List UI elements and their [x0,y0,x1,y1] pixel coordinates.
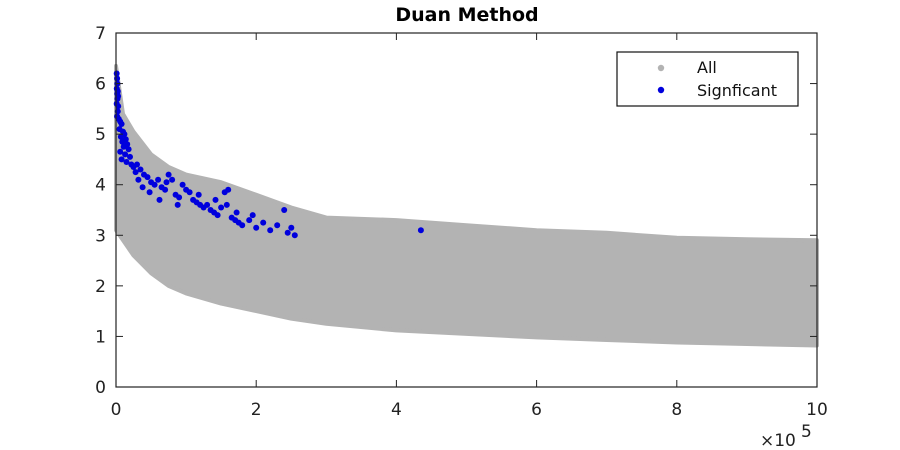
point-signficant [135,176,142,183]
x-tick-label: 10 [806,400,828,420]
y-tick-label: 5 [95,125,106,145]
y-tick-label: 7 [95,24,106,44]
point-signficant [144,174,151,181]
point-signficant [260,219,267,226]
legend: All Signficant [616,51,799,107]
point-signficant [176,194,183,201]
point-signficant [246,217,253,224]
point-signficant [195,191,202,198]
x-tick-label: 8 [671,400,682,420]
plot-area [113,63,819,348]
point-signficant [146,189,153,196]
legend-marker-signficant [657,86,665,94]
legend-box [616,51,799,107]
y-tick-label: 0 [95,378,106,398]
legend-label-all: All [697,58,717,77]
point-signficant [281,207,288,213]
chart-title: Duan Method [395,4,538,26]
point-signficant [223,201,230,208]
x-exponent: ×10 5 [760,422,812,450]
point-signficant [225,186,232,193]
point-signficant [186,189,193,196]
y-tick-label: 4 [95,176,106,196]
point-signficant [274,222,281,229]
point-signficant [137,166,144,173]
point-signficant [118,121,125,127]
point-signficant [132,169,139,176]
legend-label-signficant: Signficant [697,81,777,100]
axis-ticks: 0 2 4 6 8 10 0 1 2 3 4 5 6 7 [95,24,828,420]
point-signficant [162,186,169,193]
point-signficant [155,176,162,183]
point-signficant [253,224,260,231]
point-signficant [233,209,240,216]
x-tick-label: 0 [111,400,122,420]
point-signficant [117,133,124,140]
point-signficant [204,201,211,208]
point-signficant [284,229,291,236]
x-tick-label: 4 [391,400,402,420]
legend-marker-all [657,64,665,72]
svg-text:×10: ×10 [760,431,796,450]
point-signficant [115,103,122,110]
point-signficant [139,184,146,191]
point-signficant [125,146,132,153]
point-signficant [114,75,121,82]
point-signficant [113,70,120,77]
point-signficant [134,161,140,168]
point-signficant [120,143,127,150]
point-signficant [117,148,124,155]
point-signficant [288,224,295,231]
point-signficant [417,227,424,234]
point-signficant [156,196,163,203]
point-signficant [174,201,181,208]
point-signficant [119,138,126,145]
y-tick-label: 1 [95,327,106,347]
point-signficant [122,151,129,158]
point-signficant [118,156,125,163]
axes-frame [115,32,818,388]
y-tick-label: 2 [95,277,106,297]
point-signficant [212,196,219,203]
point-signficant [214,212,221,219]
point-signficant [291,232,298,239]
x-tick-label: 2 [251,400,262,420]
point-signficant [169,176,176,183]
x-tick-label: 6 [531,400,542,420]
point-signficant [249,212,256,219]
point-signficant [151,181,158,188]
y-tick-label: 3 [95,226,106,246]
point-signficant [163,179,170,186]
point-signficant [239,222,246,229]
y-tick-label: 6 [95,75,106,95]
point-signficant [218,204,225,211]
point-signficant [123,159,130,165]
point-signficant [127,153,133,160]
svg-text:5: 5 [801,422,812,442]
point-signficant [165,171,172,178]
point-signficant [267,227,274,234]
point-signficant [179,181,186,188]
